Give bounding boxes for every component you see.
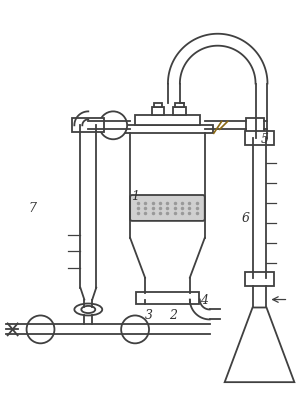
Text: 4: 4: [200, 294, 208, 307]
Text: 3: 3: [145, 309, 153, 322]
Ellipse shape: [74, 303, 102, 316]
FancyBboxPatch shape: [130, 195, 205, 221]
Bar: [72, 118, 104, 132]
Bar: [152, 107, 165, 116]
Text: 5: 5: [261, 133, 269, 146]
Ellipse shape: [81, 306, 95, 313]
Bar: [154, 103, 162, 107]
Text: 2: 2: [169, 309, 177, 322]
Bar: [245, 131, 274, 145]
Circle shape: [121, 316, 149, 343]
Bar: [245, 272, 274, 286]
Bar: [175, 103, 185, 107]
Circle shape: [99, 111, 127, 139]
Circle shape: [27, 316, 54, 343]
Bar: [135, 116, 200, 125]
Text: 1: 1: [131, 190, 139, 203]
Text: 6: 6: [241, 211, 249, 224]
Bar: [173, 107, 186, 116]
Polygon shape: [225, 307, 294, 382]
Bar: [122, 125, 213, 133]
Bar: [246, 118, 263, 132]
Text: 7: 7: [29, 202, 37, 215]
Bar: [136, 292, 199, 303]
